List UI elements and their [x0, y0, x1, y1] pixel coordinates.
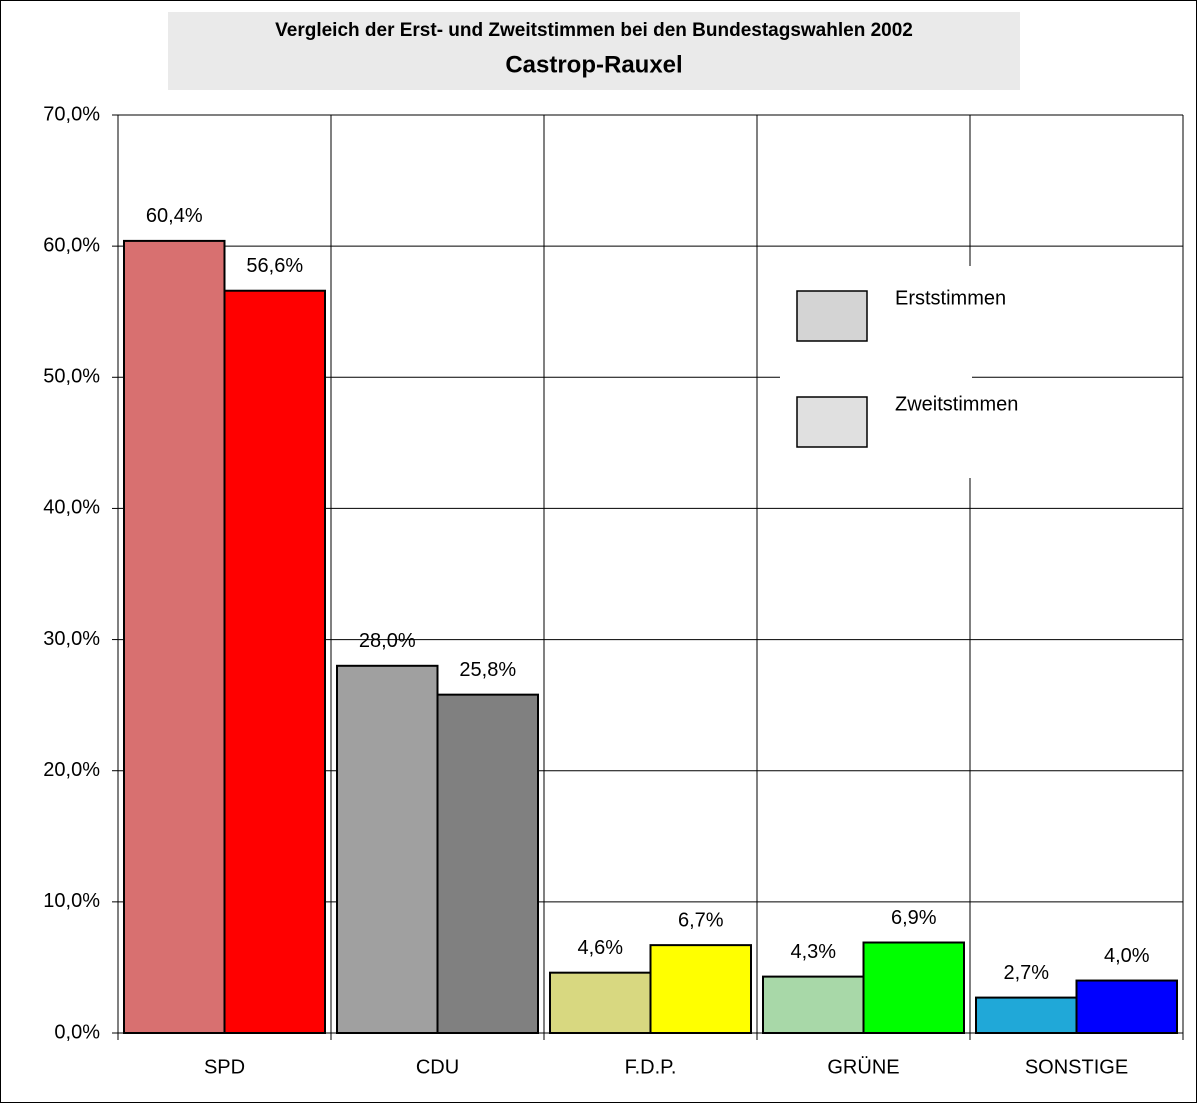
value-label: 56,6%: [246, 255, 303, 277]
x-tick-label: F.D.P.: [625, 1056, 677, 1078]
value-label: 4,3%: [790, 941, 836, 963]
y-tick-label: 70,0%: [43, 103, 100, 125]
legend-label: Zweitstimmen: [895, 393, 1018, 415]
y-tick-label: 30,0%: [43, 628, 100, 650]
value-label: 4,0%: [1104, 945, 1150, 967]
chart-title: Vergleich der Erst- und Zweitstimmen bei…: [275, 20, 913, 41]
x-tick-label: GRÜNE: [827, 1056, 899, 1078]
bar: [123, 239, 226, 1034]
value-label: 4,6%: [577, 937, 623, 959]
x-tick-label: CDU: [416, 1056, 459, 1078]
bar: [223, 289, 326, 1034]
y-tick-label: 10,0%: [43, 890, 100, 912]
legend-swatch: [796, 396, 868, 448]
legend-label: Erststimmen: [895, 287, 1006, 309]
value-label: 25,8%: [459, 659, 516, 681]
x-tick-label: SONSTIGE: [1025, 1056, 1128, 1078]
bar: [549, 971, 652, 1034]
y-tick-label: 0,0%: [54, 1021, 100, 1043]
bar: [649, 944, 752, 1034]
title-box: [168, 12, 1020, 90]
value-label: 28,0%: [359, 630, 416, 652]
value-label: 60,4%: [146, 205, 203, 227]
value-label: 2,7%: [1003, 962, 1049, 984]
y-tick-label: 40,0%: [43, 497, 100, 519]
bar: [762, 975, 865, 1035]
bar: [436, 693, 539, 1034]
y-tick-label: 60,0%: [43, 234, 100, 256]
x-tick-label: SPD: [204, 1056, 245, 1078]
value-label: 6,9%: [891, 907, 937, 929]
bar: [862, 941, 965, 1034]
bar: [975, 996, 1078, 1035]
y-tick-label: 20,0%: [43, 759, 100, 781]
bar: [1075, 979, 1178, 1034]
value-label: 6,7%: [678, 909, 724, 931]
legend-swatch: [796, 290, 868, 342]
y-tick-label: 50,0%: [43, 366, 100, 388]
chart-subtitle: Castrop-Rauxel: [505, 51, 682, 78]
bar: [336, 664, 439, 1034]
